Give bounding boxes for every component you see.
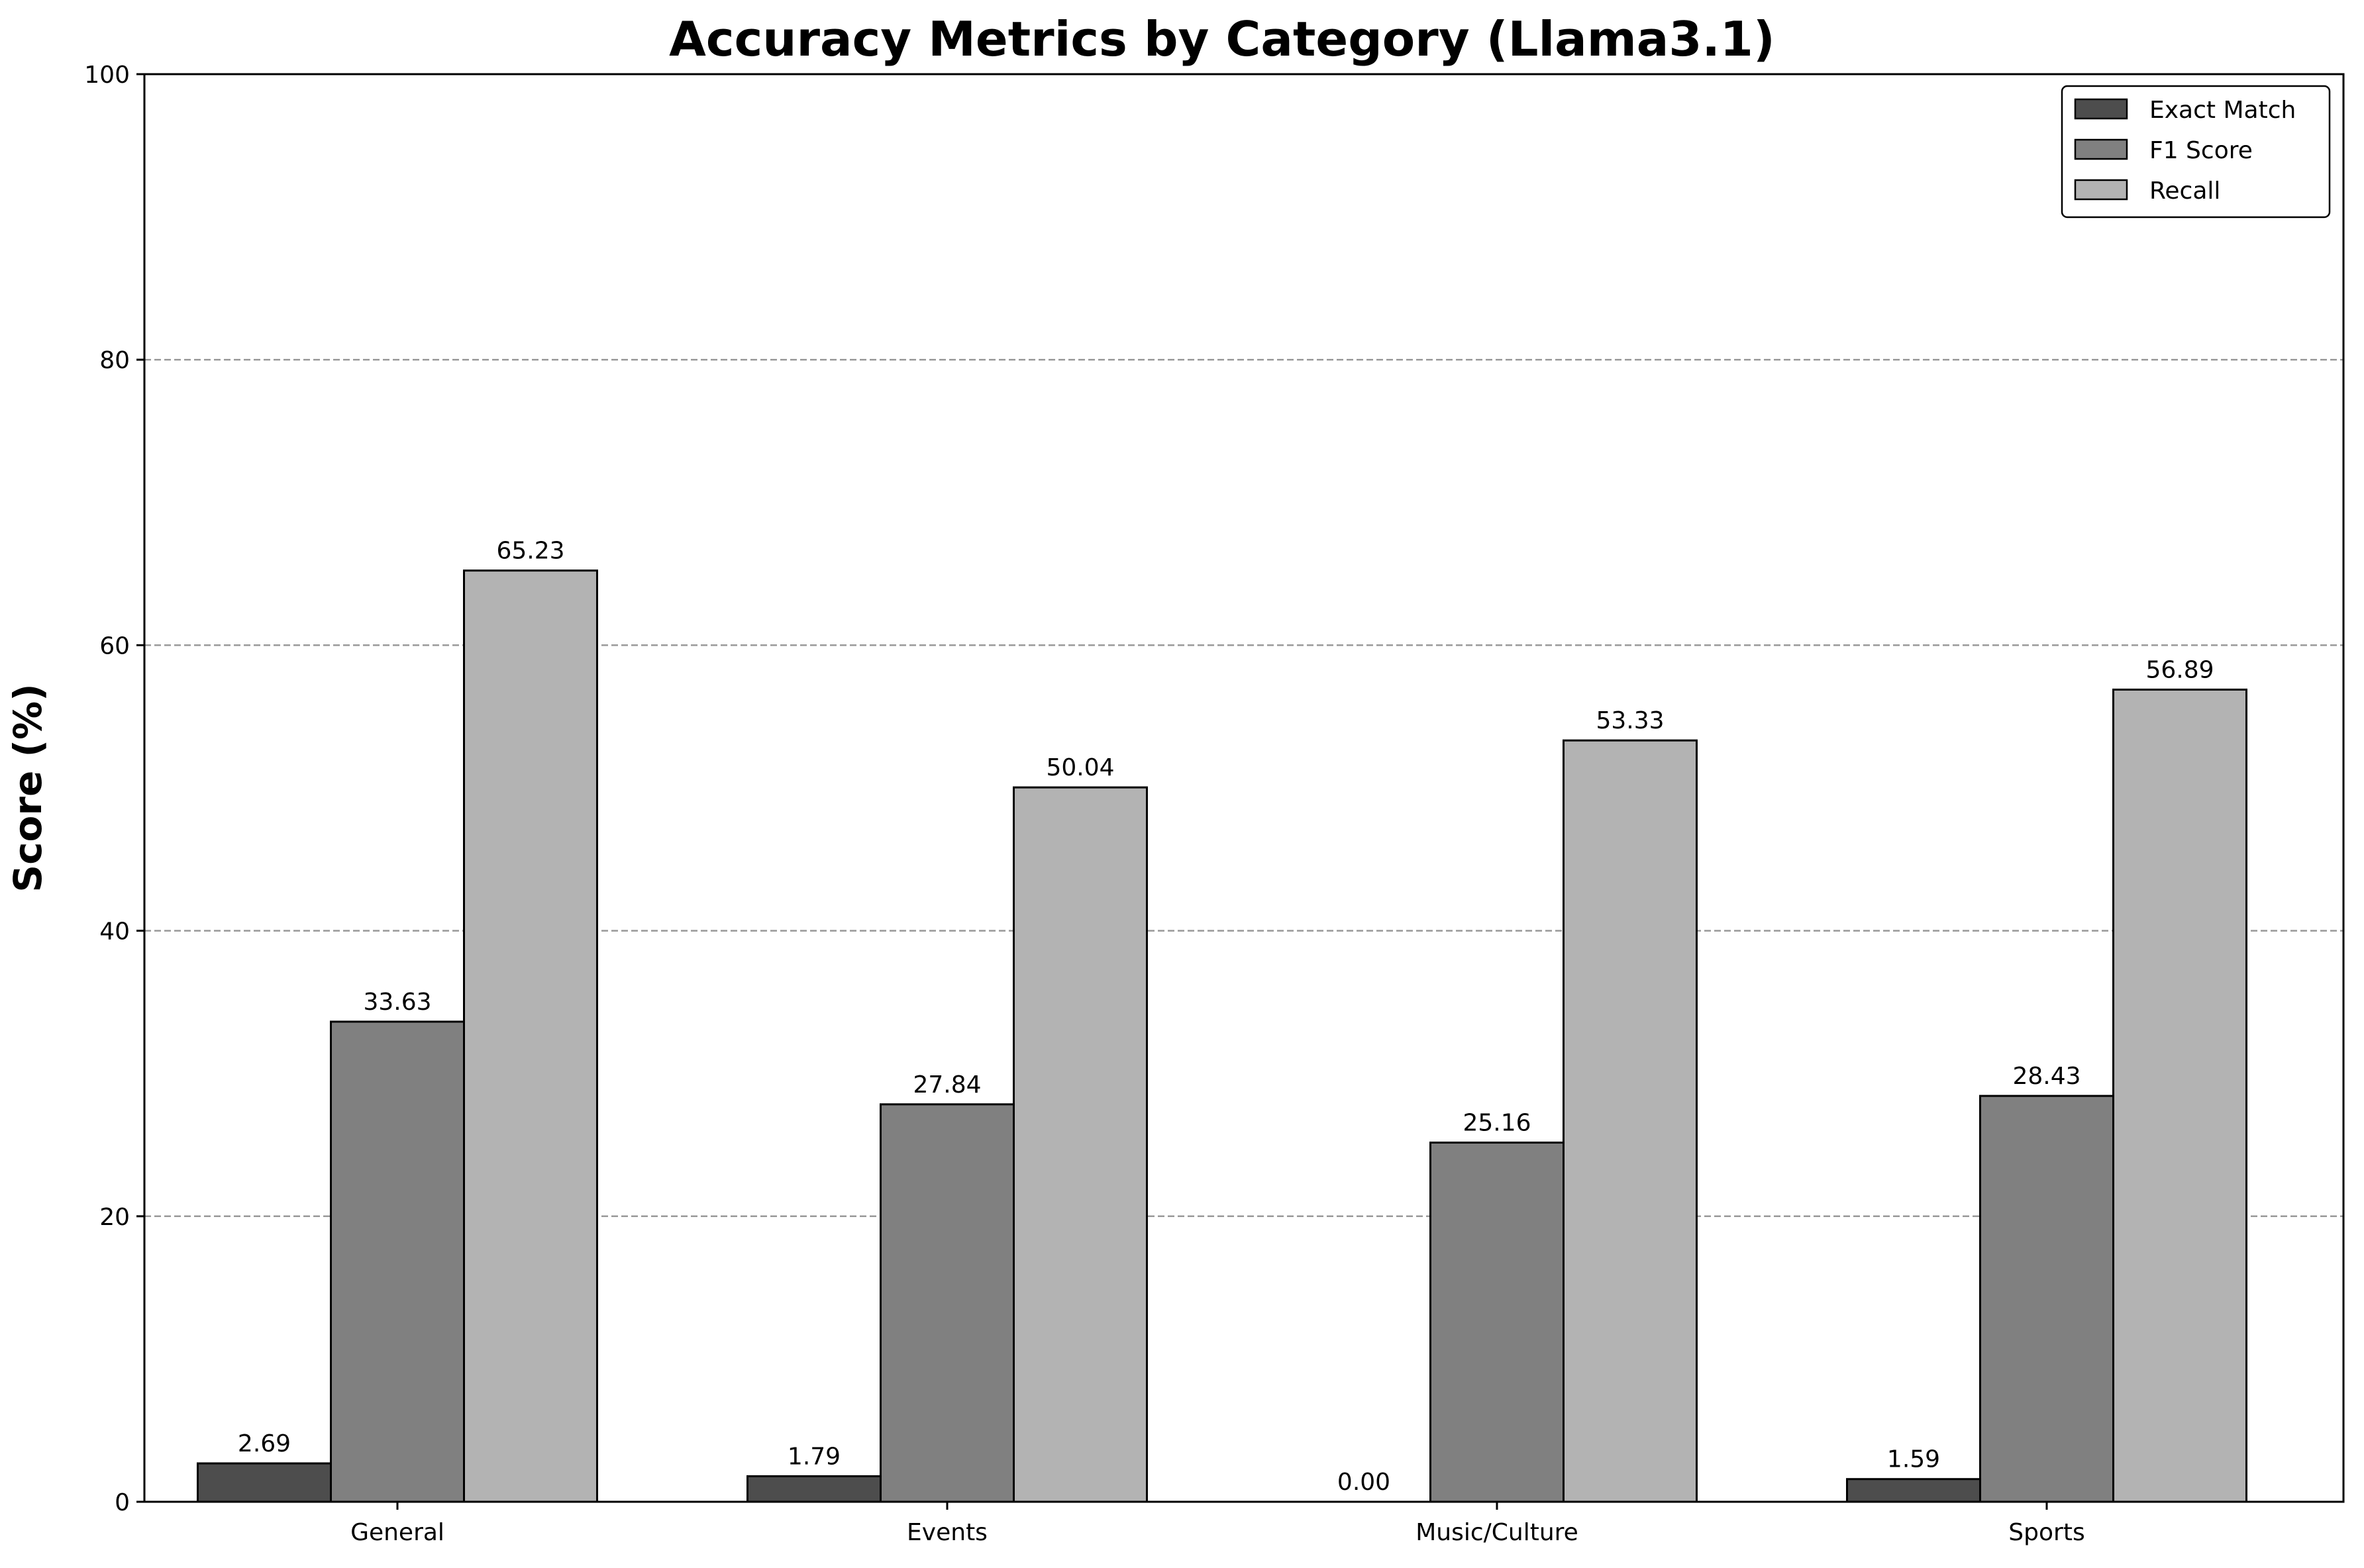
legend: Exact Match F1 Score Recall: [2061, 85, 2331, 219]
bar: [880, 1103, 1015, 1503]
legend-label: F1 Score: [2149, 137, 2253, 164]
legend-swatch: [2074, 179, 2128, 201]
data-label: 50.04: [1046, 754, 1114, 781]
data-label: 2.69: [238, 1430, 291, 1457]
legend-label: Exact Match: [2149, 97, 2296, 124]
data-label: 56.89: [2145, 656, 2214, 683]
bar: [1429, 1142, 1565, 1503]
bar: [2112, 688, 2247, 1503]
legend-swatch: [2074, 98, 2128, 120]
bars: [197, 569, 2247, 1503]
x-tick-label: Events: [907, 1519, 988, 1546]
data-label: 25.16: [1463, 1110, 1531, 1137]
data-label: 1.79: [788, 1443, 841, 1470]
data-label: 27.84: [913, 1071, 981, 1099]
chart-title: Accuracy Metrics by Category (Llama3.1): [669, 11, 1775, 67]
data-label: 53.33: [1596, 707, 1664, 734]
data-label: 28.43: [2012, 1063, 2081, 1090]
y-axis-label: Score (%): [5, 683, 50, 892]
bar: [197, 1462, 332, 1503]
data-label: 65.23: [496, 538, 564, 565]
bar: [1563, 739, 1698, 1503]
plot-frame: [143, 73, 2345, 1503]
y-tick-label: 60: [99, 632, 130, 660]
legend-swatch: [2074, 138, 2128, 160]
bar: [1846, 1478, 1981, 1503]
x-tick-label: Sports: [2008, 1519, 2084, 1546]
bar: [463, 569, 598, 1503]
y-tick-label: 80: [99, 347, 130, 374]
bar: [1979, 1095, 2114, 1503]
data-label: 1.59: [1887, 1446, 1940, 1473]
x-axis-ticks: General Events Music/Culture Sports: [350, 1502, 2085, 1546]
data-label: 0.00: [1337, 1469, 1390, 1496]
bar: [1013, 786, 1148, 1503]
data-labels: 2.69 33.63 65.23 1.79 27.84 50.04 0.00 25.16 53.…: [238, 538, 2214, 1496]
legend-box: [2061, 85, 2331, 219]
bar: [330, 1020, 465, 1503]
x-tick-label: Music/Culture: [1415, 1519, 1578, 1546]
y-tick-label: 0: [115, 1489, 130, 1516]
y-axis-ticks: 0 20 40 60 80 100: [84, 62, 144, 1516]
x-tick-label: General: [350, 1519, 444, 1546]
data-label: 33.63: [363, 989, 431, 1016]
y-tick-label: 40: [99, 918, 130, 946]
legend-label: Recall: [2149, 177, 2220, 205]
gridlines: [144, 358, 2343, 1218]
y-tick-label: 100: [84, 62, 130, 89]
y-tick-label: 20: [99, 1204, 130, 1231]
bar: [746, 1475, 882, 1503]
